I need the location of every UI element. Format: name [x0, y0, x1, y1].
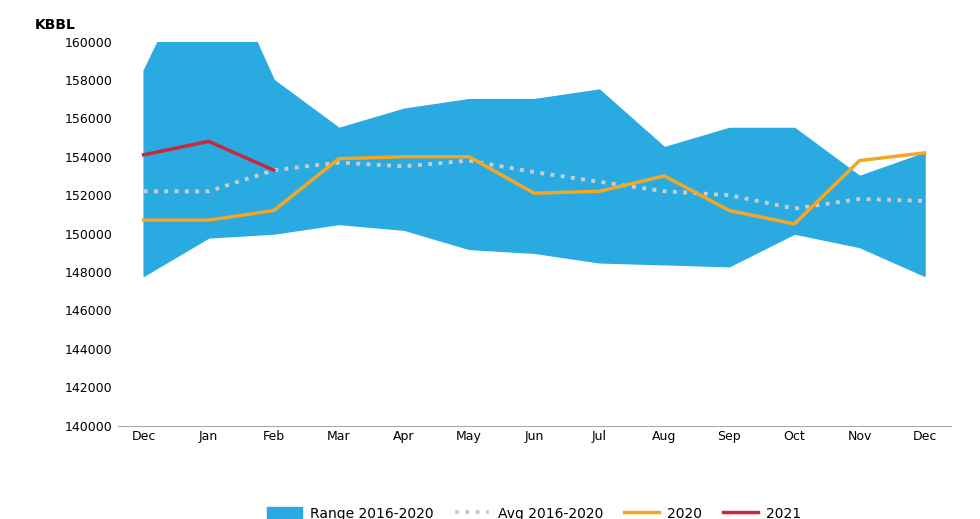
Text: KBBL: KBBL	[34, 19, 75, 33]
Legend: Range 2016-2020, Avg 2016-2020, 2020, 2021: Range 2016-2020, Avg 2016-2020, 2020, 20…	[262, 501, 807, 519]
